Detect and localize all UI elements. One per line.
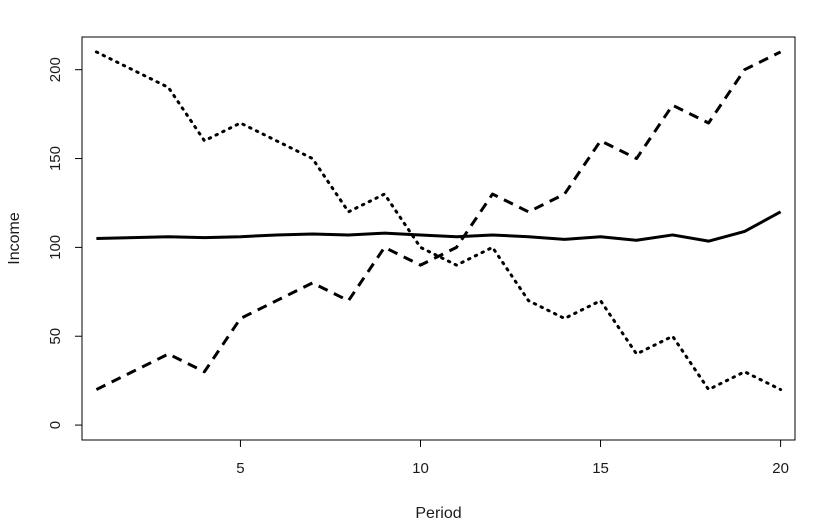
y-tick-label: 0 xyxy=(47,421,64,429)
series-line-solid xyxy=(96,210,782,243)
x-axis: 5 10 15 20 xyxy=(236,439,789,477)
x-tick-label: 5 xyxy=(236,460,244,477)
y-tick-label: 50 xyxy=(47,328,64,345)
x-tick-label: 15 xyxy=(592,460,609,477)
data-point xyxy=(382,245,386,249)
data-point xyxy=(166,352,170,356)
y-axis: 0 50 100 150 200 xyxy=(47,57,83,429)
y-tick-label: 100 xyxy=(47,235,64,260)
series-line-dashed xyxy=(95,50,782,391)
x-axis-label: Period xyxy=(415,505,461,522)
data-point xyxy=(599,139,603,143)
y-tick-label: 150 xyxy=(47,146,64,171)
series-line-dotted xyxy=(94,50,783,392)
data-point xyxy=(238,316,242,320)
x-tick-label: 20 xyxy=(772,460,789,477)
y-tick-label: 200 xyxy=(47,57,64,82)
series-layer xyxy=(94,50,783,392)
x-tick-label: 10 xyxy=(412,460,429,477)
y-axis-label: Income xyxy=(6,212,23,265)
